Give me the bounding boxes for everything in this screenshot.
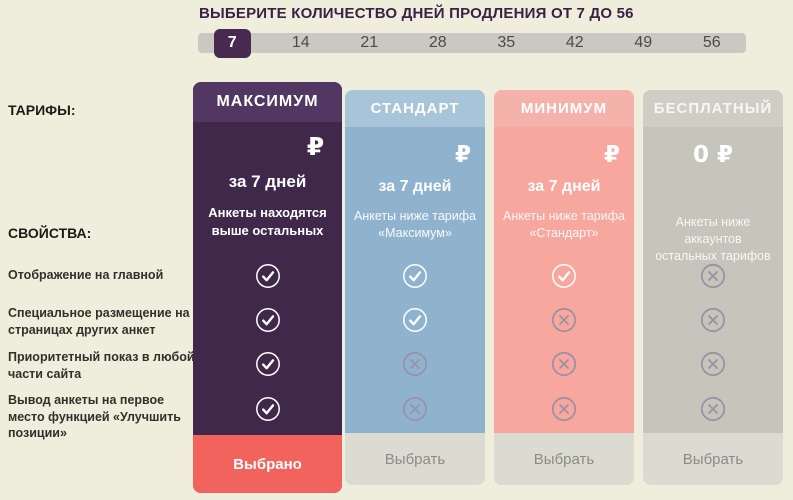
plan-header-standard: СТАНДАРТ (345, 90, 485, 127)
plan-price: ₽ (306, 132, 325, 161)
plan-description: Анкеты ниже тарифа «Стандарт» (503, 209, 625, 240)
day-option-label: 7 (213, 28, 251, 58)
cross-icon (700, 263, 726, 289)
day-option-49[interactable]: 49 (609, 34, 678, 52)
plan-header-free: БЕСПЛАТНЫЙ (643, 90, 783, 127)
day-option-56[interactable]: 56 (678, 34, 747, 52)
properties-label: СВОЙСТВА: (8, 225, 92, 241)
feature-label-3: Приоритетный показ в любой части сайта (8, 350, 195, 381)
plan-name: БЕСПЛАТНЫЙ (653, 100, 773, 117)
day-option-35[interactable]: 35 (472, 34, 541, 52)
cross-icon (551, 351, 577, 377)
plan-header-minimum: МИНИМУМ (494, 90, 634, 127)
day-option-label: 35 (497, 34, 516, 51)
check-icon (402, 263, 428, 289)
plan-price: ₽ (454, 142, 471, 168)
day-option-7[interactable]: 7 (198, 28, 267, 58)
select-button-free[interactable]: Выбрать (643, 433, 783, 485)
plan-name: МАКСИМУМ (216, 93, 319, 110)
day-option-label: 42 (565, 34, 584, 51)
plan-column-maximum: МАКСИМУМ ₽ за 7 дней Анкеты находятся выше … (193, 82, 342, 493)
check-icon (551, 263, 577, 289)
cross-icon (551, 307, 577, 333)
plan-price: 0 ₽ (692, 142, 733, 168)
day-option-label: 28 (428, 34, 447, 51)
check-icon (255, 307, 281, 333)
feature-label-4: Вывод анкеты на первое место функцией «У… (8, 393, 181, 440)
plan-period: за 7 дней (378, 178, 452, 195)
day-option-label: 21 (360, 34, 379, 51)
cross-icon (551, 396, 577, 422)
select-button-standard[interactable]: Выбрать (345, 433, 485, 485)
day-option-label: 49 (634, 34, 653, 51)
plan-description: Анкеты ниже аккаунтов остальных тарифов (655, 215, 771, 263)
plan-description: Анкеты ниже тарифа «Максимум» (354, 209, 476, 240)
day-option-28[interactable]: 28 (404, 34, 473, 52)
check-icon (255, 351, 281, 377)
day-option-14[interactable]: 14 (267, 34, 336, 52)
feature-label-2: Специальное размещение на страницах друг… (8, 306, 190, 337)
plan-column-standard: СТАНДАРТ ₽ за 7 дней Анкеты ниже тарифа «Ма… (345, 90, 485, 485)
plan-header-maximum: МАКСИМУМ (193, 82, 342, 122)
plan-column-minimum: МИНИМУМ ₽ за 7 дней Анкеты ниже тарифа «Ста… (494, 90, 634, 485)
plan-column-free: БЕСПЛАТНЫЙ 0 ₽ Анкеты ниже аккаунтов остал… (643, 90, 783, 485)
cross-icon (700, 396, 726, 422)
plan-name: СТАНДАРТ (370, 100, 460, 117)
cross-icon (700, 351, 726, 377)
cross-icon (700, 307, 726, 333)
check-icon (255, 263, 281, 289)
cross-icon (402, 396, 428, 422)
page-title: ВЫБЕРИТЕ КОЛИЧЕСТВО ДНЕЙ ПРОДЛЕНИЯ ОТ 7 … (199, 5, 634, 22)
feature-label-1: Отображение на главной (8, 268, 164, 282)
select-button-minimum[interactable]: Выбрать (494, 433, 634, 485)
day-option-label: 14 (291, 34, 310, 51)
check-icon (255, 396, 281, 422)
selected-button-maximum[interactable]: Выбрано (193, 435, 342, 493)
plan-price: ₽ (603, 142, 620, 168)
cross-icon (402, 351, 428, 377)
tariffs-label: ТАРИФЫ: (8, 102, 76, 118)
plan-name: МИНИМУМ (520, 100, 608, 117)
day-option-21[interactable]: 21 (335, 34, 404, 52)
day-option-42[interactable]: 42 (541, 34, 610, 52)
day-selector: 7 14 21 28 35 42 49 56 (198, 28, 747, 58)
plan-period: за 7 дней (527, 178, 601, 195)
day-option-label: 56 (702, 34, 721, 51)
plan-description: Анкеты находятся выше остальных (208, 205, 327, 238)
plan-period: за 7 дней (228, 172, 307, 191)
check-icon (402, 307, 428, 333)
